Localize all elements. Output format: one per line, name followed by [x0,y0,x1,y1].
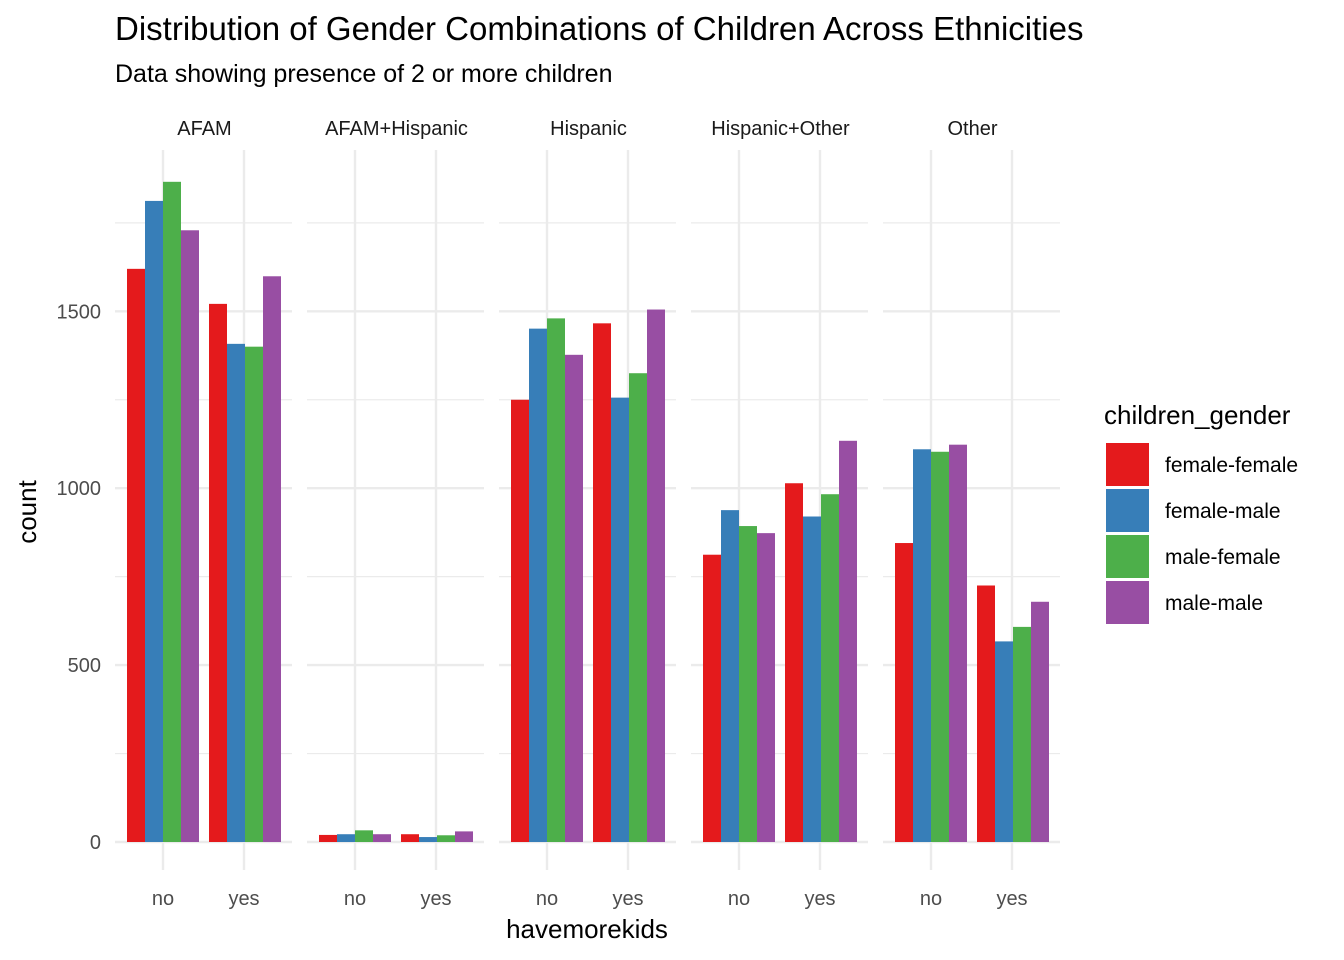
x-tick-label: no [920,888,942,910]
legend-swatch-female-male [1106,489,1149,532]
bar-female-female-other-no [895,543,913,842]
bar-female-female-afam-hispanic-yes [401,834,419,842]
bar-male-female-afam-hispanic-yes [437,835,455,842]
bar-female-female-hispanic-other-no [703,554,721,842]
bar-male-female-hispanic-other-yes [821,494,839,842]
bar-female-female-hispanic-no [511,399,529,842]
bar-male-female-hispanic-yes [629,373,647,842]
legend-swatch-male-female [1106,535,1149,578]
x-tick-label: yes [612,888,643,910]
facet-label: AFAM [177,118,231,140]
bar-female-male-afam-no [145,200,163,842]
legend-label-male-male: male-male [1165,592,1263,615]
legend-swatch-male-male [1106,581,1149,624]
bar-female-male-hispanic-no [529,328,547,842]
bar-female-male-hispanic-yes [611,397,629,842]
bar-female-female-afam-yes [209,303,227,842]
bar-male-female-hispanic-other-no [739,526,757,842]
y-tick-label: 1500 [57,301,102,323]
bar-male-male-other-yes [1031,601,1049,842]
bar-female-male-hispanic-other-yes [803,516,821,842]
legend-label-male-female: male-female [1165,546,1281,569]
x-axis-title: havemorekids [506,914,668,944]
x-tick-label: no [152,888,174,910]
bar-male-male-afam-hispanic-no [373,834,391,842]
bar-male-female-other-yes [1013,626,1031,842]
bar-male-female-afam-yes [245,346,263,842]
bar-female-male-afam-yes [227,343,245,842]
x-tick-label: no [536,888,558,910]
x-tick-label: yes [804,888,835,910]
y-tick-label: 500 [68,655,101,677]
bar-male-male-hispanic-no [565,354,583,842]
facet-label: Other [947,118,997,140]
bar-male-female-afam-no [163,181,181,842]
x-tick-label: yes [996,888,1027,910]
x-tick-label: yes [420,888,451,910]
y-axis-title: count [12,479,42,543]
bar-female-male-other-no [913,449,931,842]
bar-male-male-afam-yes [263,276,281,842]
bar-female-male-other-yes [995,641,1013,842]
facet-label: AFAM+Hispanic [325,118,468,140]
y-tick-label: 0 [90,832,101,854]
facet-label: Hispanic+Other [711,118,850,140]
legend-title: children_gender [1104,400,1291,430]
facet-label: Hispanic [550,118,627,140]
bar-male-female-other-no [931,451,949,842]
bar-male-male-hispanic-other-no [757,533,775,842]
x-tick-label: no [728,888,750,910]
legend-swatch-female-female [1106,443,1149,486]
bar-female-female-hispanic-yes [593,323,611,842]
bar-male-female-hispanic-no [547,318,565,843]
bar-female-female-afam-no [127,268,145,842]
bar-male-male-hispanic-other-yes [839,440,857,842]
bar-female-female-afam-hispanic-no [319,834,337,842]
bar-female-male-afam-hispanic-yes [419,837,437,842]
bar-female-male-afam-hispanic-no [337,834,355,842]
bar-female-female-hispanic-other-yes [785,483,803,842]
bar-male-male-other-no [949,444,967,842]
legend-label-female-female: female-female [1165,454,1298,477]
chart-title: Distribution of Gender Combinations of C… [115,10,1084,47]
chart-subtitle: Data showing presence of 2 or more child… [115,60,613,88]
bar-male-female-afam-hispanic-no [355,830,373,842]
x-tick-label: yes [228,888,259,910]
bar-male-male-afam-no [181,230,199,843]
y-tick-label: 1000 [57,478,102,500]
bar-female-female-other-yes [977,585,995,842]
legend-label-female-male: female-male [1165,500,1281,523]
x-tick-label: no [344,888,366,910]
bar-male-male-afam-hispanic-yes [455,831,473,842]
bar-female-male-hispanic-other-no [721,510,739,842]
bar-male-male-hispanic-yes [647,309,665,842]
